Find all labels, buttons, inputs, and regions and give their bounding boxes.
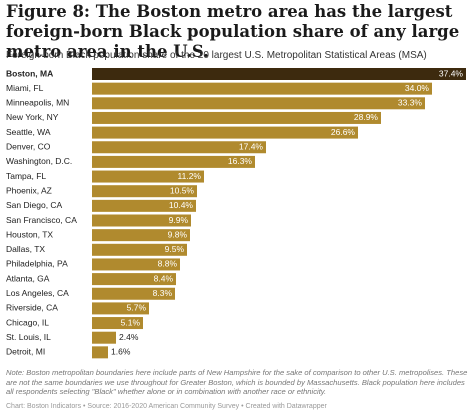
category-label: Los Angeles, CA [6, 288, 69, 298]
category-label: New York, NY [6, 112, 59, 122]
chart-subtitle: Foreign-born Black population share of t… [6, 50, 427, 61]
value-label: 16.3% [228, 156, 253, 166]
bar [92, 243, 187, 256]
value-label: 9.9% [169, 215, 189, 225]
chart-note: Note: Boston metropolitan boundaries her… [6, 368, 468, 396]
bar [92, 199, 196, 212]
bar [92, 141, 266, 154]
bar [92, 287, 175, 300]
value-label: 28.9% [354, 112, 379, 122]
value-label: 9.8% [168, 229, 188, 239]
category-label: Detroit, MI [6, 347, 45, 357]
bar [92, 111, 381, 124]
bar [92, 82, 432, 95]
value-label: 8.8% [158, 259, 178, 269]
bar [92, 229, 190, 242]
category-label: Atlanta, GA [6, 273, 50, 283]
value-label: 11.2% [178, 171, 202, 181]
value-label: 34.0% [405, 83, 430, 93]
chart-title: Figure 8: The Boston metro area has the … [6, 2, 460, 61]
value-label: 26.6% [331, 127, 356, 137]
bar [92, 214, 191, 227]
bar [92, 331, 116, 344]
value-label: 1.6% [111, 347, 131, 357]
category-label: Washington, D.C. [6, 156, 72, 166]
bar [92, 170, 204, 183]
bar [92, 97, 425, 110]
bar [92, 346, 108, 359]
category-label: St. Louis, IL [6, 332, 51, 342]
category-label: Phoenix, AZ [6, 185, 52, 195]
value-label: 9.5% [165, 244, 185, 254]
category-label: Seattle, WA [6, 127, 51, 137]
category-label: Philadelphia, PA [6, 259, 68, 269]
value-label: 2.4% [119, 332, 139, 342]
value-label: 17.4% [239, 142, 264, 152]
bar [92, 185, 197, 198]
value-label: 37.4% [439, 68, 464, 78]
chart-footer: Chart: Boston Indicators • Source: 2016-… [6, 403, 327, 410]
value-label: 33.3% [398, 98, 423, 108]
category-label: San Diego, CA [6, 200, 63, 210]
category-label: Miami, FL [6, 83, 44, 93]
category-label: Riverside, CA [6, 303, 58, 313]
category-label: Chicago, IL [6, 317, 49, 327]
category-label: Dallas, TX [6, 244, 45, 254]
bar [92, 68, 466, 80]
bar [92, 302, 149, 315]
category-label: Denver, CO [6, 142, 51, 152]
bar [92, 273, 176, 286]
category-label: Tampa, FL [6, 171, 46, 181]
value-label: 5.1% [121, 317, 141, 327]
value-label: 8.4% [154, 273, 174, 283]
bar [92, 126, 358, 139]
value-label: 8.3% [153, 288, 173, 298]
value-label: 10.5% [170, 185, 195, 195]
category-label: San Francisco, CA [6, 215, 77, 225]
bar [92, 258, 180, 271]
category-label: Houston, TX [6, 229, 53, 239]
category-label: Boston, MA [6, 68, 53, 78]
category-label: Minneapolis, MN [6, 98, 69, 108]
bar [92, 317, 143, 330]
value-label: 10.4% [169, 200, 194, 210]
bar [92, 155, 255, 168]
value-label: 5.7% [127, 303, 147, 313]
chart: Boston, MA 37.4% Miami, FL 34.0% Minneapolis… [6, 68, 466, 359]
